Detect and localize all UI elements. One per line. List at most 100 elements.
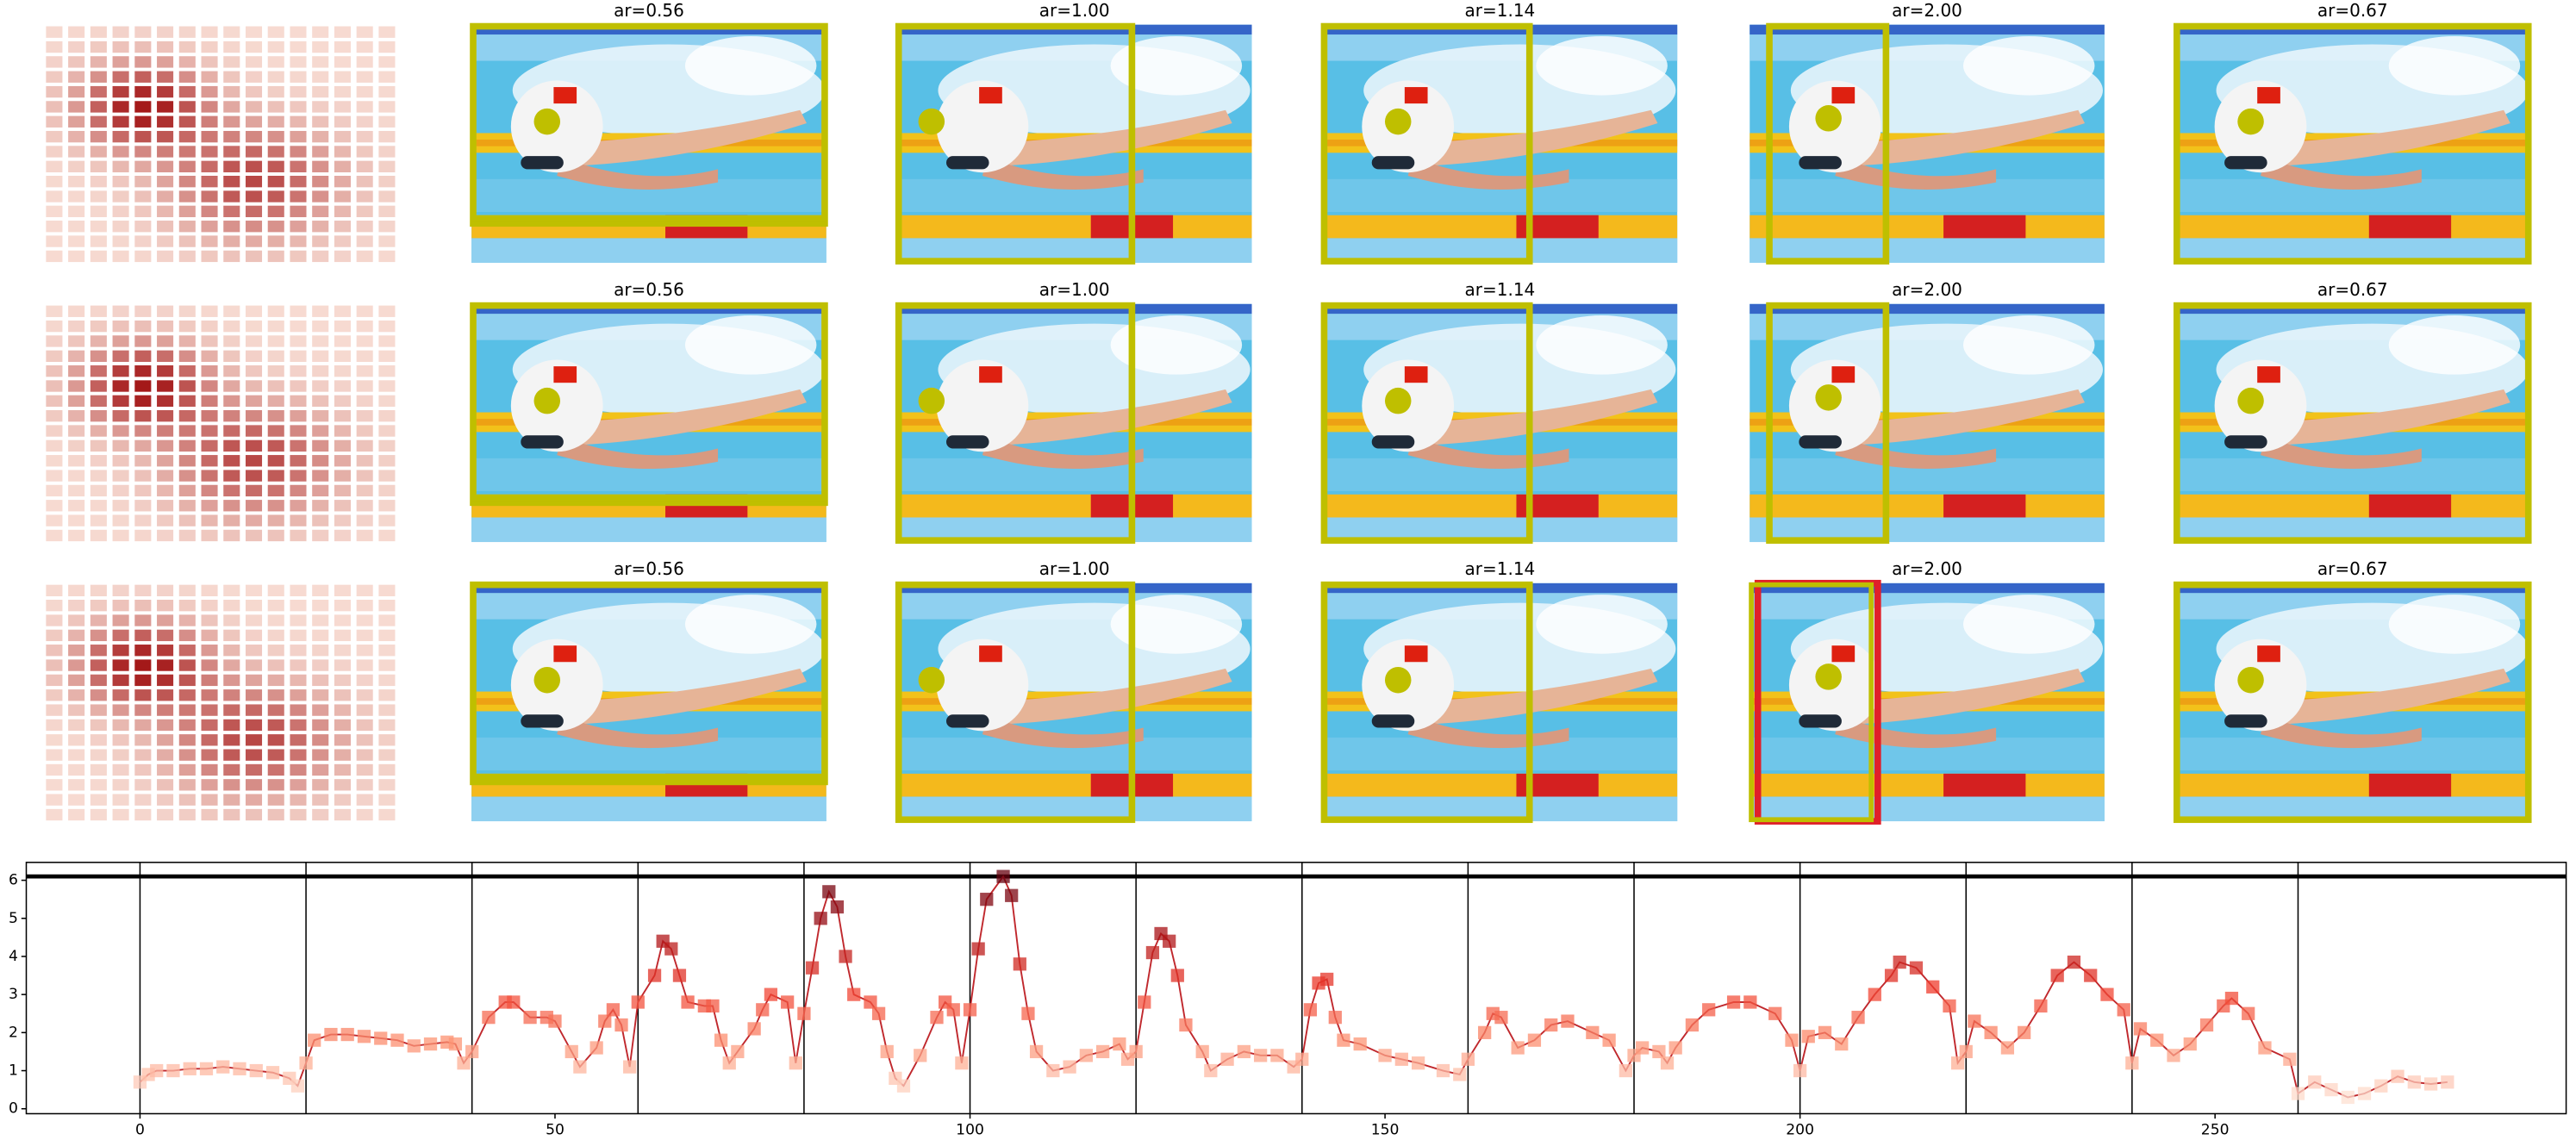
heatmap-cell xyxy=(134,85,152,98)
heatmap-cell xyxy=(334,235,351,247)
heatmap-cell xyxy=(68,85,85,98)
marker xyxy=(996,869,1010,883)
heatmap-cell xyxy=(245,645,263,657)
y-tick-label: 0 xyxy=(9,1100,18,1118)
heatmap-cell xyxy=(312,160,329,172)
heatmap-cell xyxy=(223,250,240,263)
heatmap-cell xyxy=(267,146,284,158)
center-dot xyxy=(1384,666,1412,694)
crop-box xyxy=(895,302,1136,544)
heatmap-cell xyxy=(134,689,152,701)
heatmap-cell xyxy=(178,235,196,247)
marker xyxy=(1337,1033,1350,1047)
heatmap-cell xyxy=(178,779,196,791)
heatmap-cell xyxy=(290,71,307,83)
heatmap-cell xyxy=(68,455,85,467)
heatmap-cell xyxy=(245,484,263,497)
heatmap-cell xyxy=(201,130,218,143)
heatmap-cell xyxy=(245,130,263,143)
heatmap-cell xyxy=(356,425,373,437)
heatmap-cell xyxy=(378,205,396,218)
heatmap-cell xyxy=(245,380,263,392)
heatmap-cell xyxy=(312,614,329,626)
heatmap-cell xyxy=(356,320,373,333)
heatmap-cell xyxy=(68,146,85,158)
heatmap-cell xyxy=(112,704,129,716)
heatmap-cell xyxy=(46,130,63,143)
heatmap-cell xyxy=(267,425,284,437)
heatmap-cell xyxy=(157,221,174,233)
heatmap-cell xyxy=(334,305,351,317)
heatmap-cell xyxy=(245,689,263,701)
heatmap-cell xyxy=(112,190,129,202)
heatmap-cell xyxy=(267,779,284,791)
heatmap-cell xyxy=(201,85,218,98)
heatmap-cell xyxy=(90,380,107,392)
heatmap-cell xyxy=(90,470,107,482)
marker xyxy=(1818,1025,1832,1039)
marker xyxy=(1063,1060,1076,1074)
heatmap-cell xyxy=(356,484,373,497)
heatmap-cell xyxy=(267,320,284,333)
heatmap-cell xyxy=(134,470,152,482)
heatmap-cell xyxy=(356,85,373,98)
heatmap-cell xyxy=(157,115,174,128)
heatmap-cell xyxy=(245,160,263,172)
heatmap-cell xyxy=(356,410,373,422)
marker xyxy=(1079,1049,1093,1062)
heatmap-cell xyxy=(46,689,63,701)
heatmap-cell xyxy=(134,146,152,158)
heatmap-cell xyxy=(223,808,240,821)
heatmap-cell xyxy=(223,71,240,83)
heatmap-cell xyxy=(178,514,196,526)
center-dot xyxy=(533,108,561,135)
heatmap-cell xyxy=(178,305,196,317)
heatmap-cell xyxy=(290,190,307,202)
marker xyxy=(1453,1068,1467,1081)
heatmap-cell xyxy=(68,719,85,732)
marker xyxy=(1950,1056,1965,1070)
heatmap-cell xyxy=(157,40,174,53)
panel-title: ar=0.56 xyxy=(614,279,684,300)
heatmap-cell xyxy=(312,719,329,732)
marker xyxy=(1527,1033,1542,1047)
heatmap-cell xyxy=(223,763,240,776)
heatmap-cell xyxy=(112,455,129,467)
heatmap-cell xyxy=(245,410,263,422)
photo xyxy=(471,24,826,264)
marker xyxy=(1619,1063,1633,1078)
heatmap-cell xyxy=(90,455,107,467)
heatmap-cell xyxy=(178,689,196,701)
heatmap-cell xyxy=(178,529,196,542)
heatmap-cell xyxy=(356,659,373,671)
heatmap-cell xyxy=(267,659,284,671)
crop-box xyxy=(2173,22,2532,265)
heatmap-cell xyxy=(290,689,307,701)
marker xyxy=(1909,961,1924,975)
marker xyxy=(606,1003,621,1017)
heatmap-cell xyxy=(90,190,107,202)
x-tick-label: 100 xyxy=(956,1122,984,1139)
heatmap-cell xyxy=(46,734,63,746)
marker xyxy=(1328,1011,1342,1025)
heatmap-cell xyxy=(334,364,351,377)
marker xyxy=(166,1063,180,1078)
crop-box xyxy=(470,581,828,786)
heatmap-cell xyxy=(46,529,63,542)
heatmap-cell xyxy=(157,514,174,526)
heatmap-cell xyxy=(157,425,174,437)
heatmap-cell xyxy=(378,305,396,317)
marker xyxy=(839,950,852,963)
heatmap-cell xyxy=(223,439,240,452)
heatmap-cell xyxy=(378,645,396,657)
heatmap-cell xyxy=(112,470,129,482)
heatmap-cell xyxy=(178,364,196,377)
heatmap-cell xyxy=(245,364,263,377)
heatmap-cell xyxy=(290,674,307,687)
heatmap-cell xyxy=(245,704,263,716)
panel-title: ar=2.00 xyxy=(1892,558,1962,579)
heatmap-cell xyxy=(178,380,196,392)
heatmap-cell xyxy=(312,176,329,188)
heatmap-cell xyxy=(201,600,218,612)
heatmap-cell xyxy=(334,350,351,362)
